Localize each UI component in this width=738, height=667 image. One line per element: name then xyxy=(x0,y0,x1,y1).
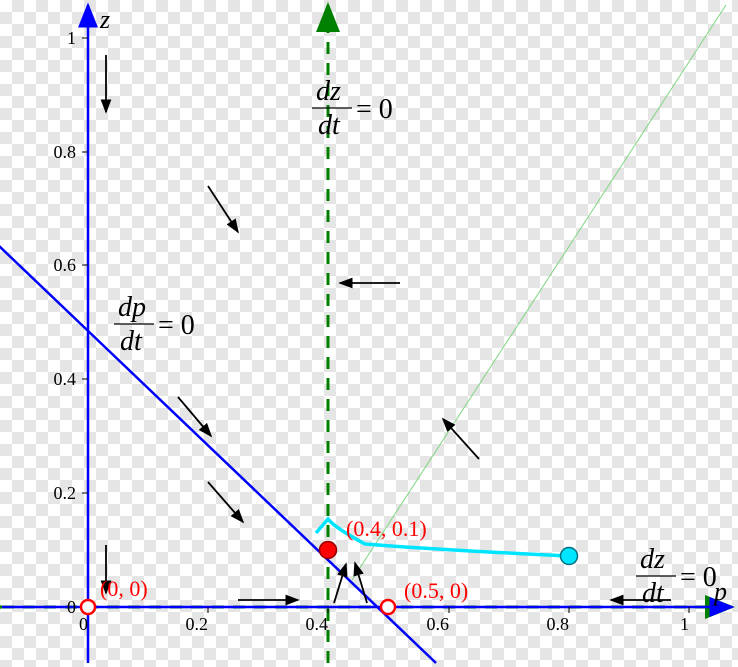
ann-dzdt-top: dz dt = 0 xyxy=(312,76,393,141)
svg-text:dt: dt xyxy=(120,326,143,357)
svg-text:dt: dt xyxy=(318,110,341,141)
y-axis-label: z xyxy=(99,5,110,34)
svg-text:dz: dz xyxy=(640,544,665,575)
plot-area: 0 0.2 0.4 0.6 0.8 1 0 0.2 0.4 0.6 0.8 1 … xyxy=(0,5,732,663)
x-tick-labels: 0 0.2 0.4 0.6 0.8 1 xyxy=(79,614,689,634)
label-saddle: (0.5, 0) xyxy=(404,578,468,603)
xtick-4: 0.8 xyxy=(547,614,570,634)
ytick-2: 0.4 xyxy=(54,369,77,389)
ann-dzdt-right: dz dt = 0 xyxy=(636,544,717,609)
xtick-0: 0 xyxy=(79,614,88,634)
y-tick-labels: 0 0.2 0.4 0.6 0.8 1 xyxy=(54,28,77,617)
bg-diagonal xyxy=(352,5,726,580)
ytick-5: 1 xyxy=(67,28,76,48)
xtick-5: 1 xyxy=(680,614,689,634)
svg-text:dz: dz xyxy=(316,76,341,107)
xtick-2: 0.4 xyxy=(306,614,329,634)
ytick-3: 0.6 xyxy=(54,255,77,275)
label-origin: (0, 0) xyxy=(100,576,148,601)
label-stable: (0.4, 0.1) xyxy=(346,516,427,541)
ann-dpdt: dp dt = 0 xyxy=(114,292,195,357)
ytick-0: 0 xyxy=(67,597,76,617)
point-saddle xyxy=(381,600,395,614)
svg-text:= 0: = 0 xyxy=(680,562,717,593)
svg-text:= 0: = 0 xyxy=(158,310,195,341)
point-stable xyxy=(320,542,337,559)
nullcline-dpdt xyxy=(0,245,436,663)
xtick-1: 0.2 xyxy=(186,614,209,634)
point-origin xyxy=(81,600,95,614)
ytick-1: 0.2 xyxy=(54,483,77,503)
ytick-4: 0.8 xyxy=(54,142,77,162)
svg-text:dp: dp xyxy=(118,292,146,323)
point-start xyxy=(561,548,578,565)
xtick-3: 0.6 xyxy=(427,614,450,634)
svg-text:= 0: = 0 xyxy=(356,94,393,125)
svg-text:dt: dt xyxy=(642,578,665,609)
